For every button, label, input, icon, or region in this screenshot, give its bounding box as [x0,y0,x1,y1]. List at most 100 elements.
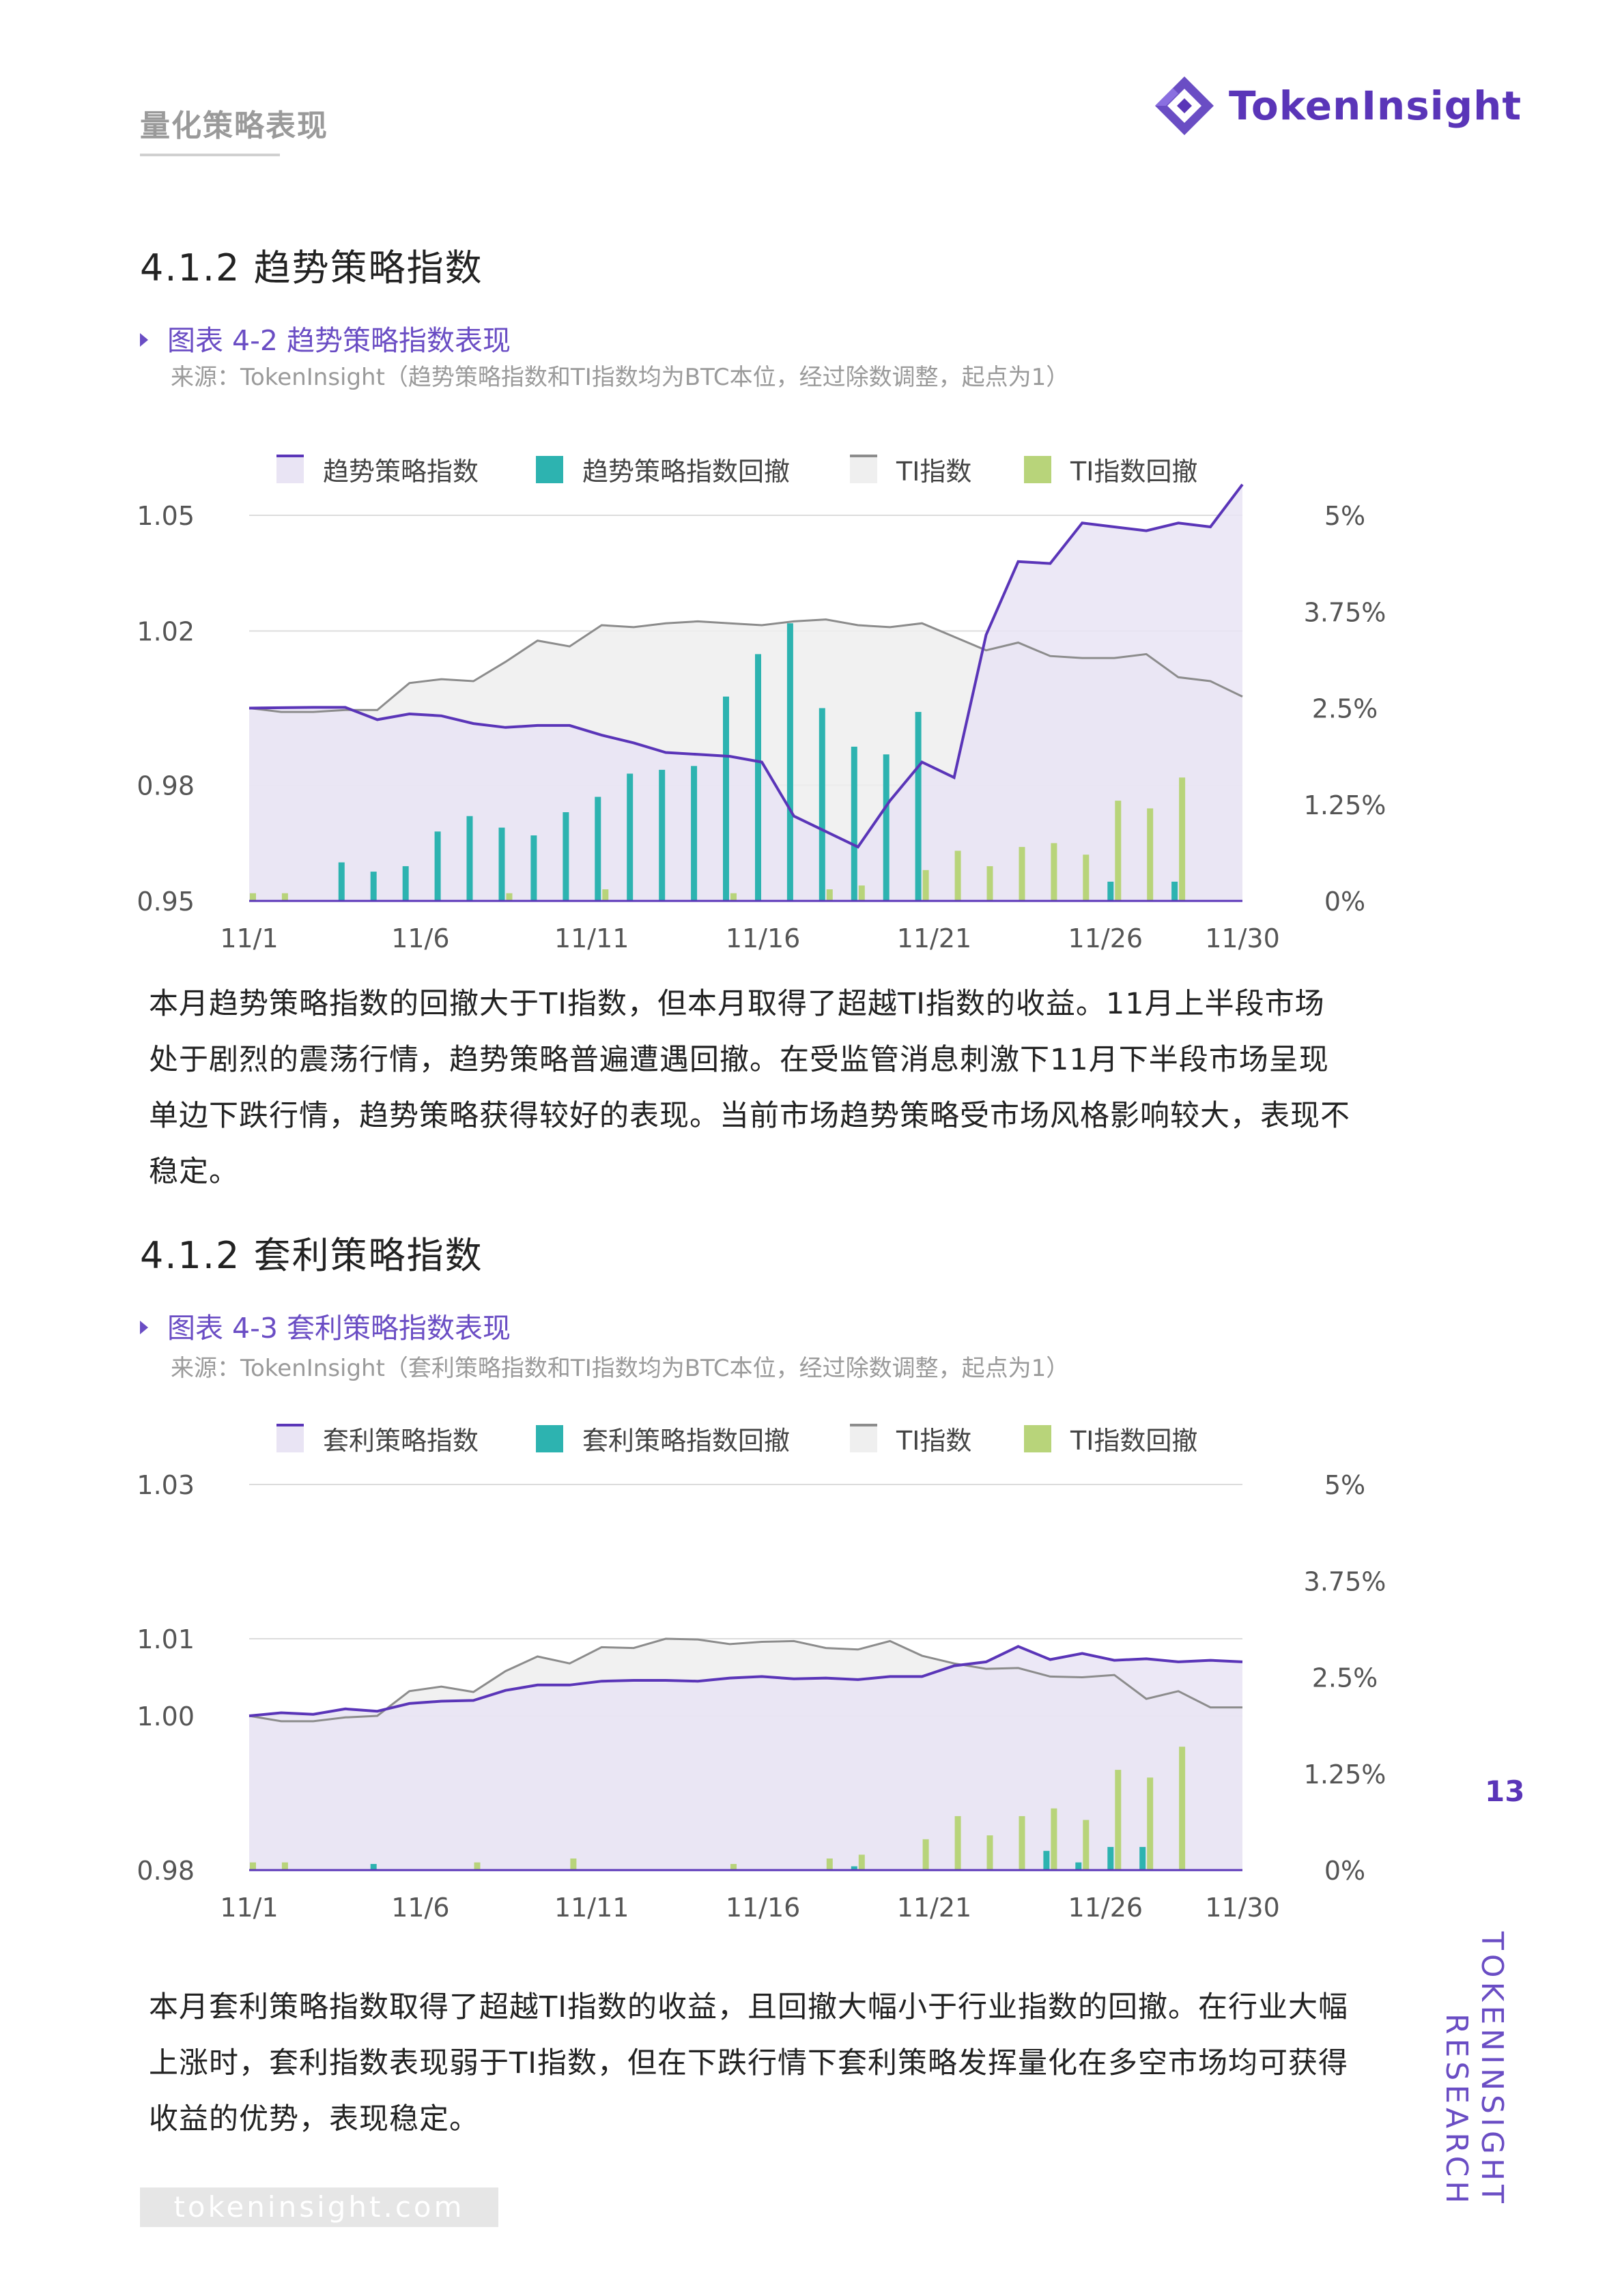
bar [786,623,793,901]
bar [1147,1777,1154,1870]
bar [1179,1747,1186,1870]
bar [338,862,345,901]
y-tick-label-left: 1.01 [137,1624,195,1654]
paragraph: 本月趋势策略指数的回撤大于TI指数，但本月取得了超越TI指数的收益。11月上半段… [149,987,1350,1189]
bar [281,893,288,901]
y-tick-label-left: 0.95 [137,887,195,917]
bar [858,885,865,901]
x-tick-label: 11/1 [220,923,278,953]
footer-url: tokeninsight.com [140,2187,498,2227]
bar [851,1866,857,1870]
bar [819,708,825,901]
legend-label: 趋势策略指数回撤 [582,457,790,487]
legend-swatch [1024,456,1051,483]
bar [1083,1820,1090,1870]
x-tick-label: 11/6 [391,923,449,953]
bar [1107,881,1114,902]
legend-swatch [536,1425,563,1452]
bar [281,1862,288,1870]
x-tick-label: 11/21 [897,923,972,953]
y-tick-label-right: 3.75% [1304,597,1386,627]
bar [1051,843,1057,902]
brand-name: TokenInsight [1229,83,1522,129]
series-line [248,1645,1243,1717]
bar [370,872,377,901]
bar [915,712,922,901]
legend-item: TI指数 [850,1424,971,1456]
x-tick-label: 11/1 [220,1893,278,1923]
y-tick-label-left: 1.03 [137,1470,195,1500]
x-tick-label: 11/11 [554,1893,629,1923]
bar [1107,1847,1114,1870]
x-tick-label: 11/30 [1205,1893,1280,1923]
bar [883,754,890,901]
legend-item: 套利策略指数 [276,1424,479,1456]
tokeninsight-logo-icon [1155,76,1214,135]
bar [1179,777,1186,901]
bar [730,1864,737,1870]
x-tick-label: 11/16 [726,923,801,953]
brand-logo: TokenInsight [1152,74,1522,138]
legend-swatch [536,456,563,483]
figure-title: 图表 4-2 趋势策略指数表现 [140,317,511,358]
arbitrage-strategy-chart: 套利策略指数 套利策略指数回撤 TI指数 TI指数回撤 1.03 1.01 1.00 0.98… [137,1424,1386,1923]
y-tick-label-left: 1.00 [137,1702,195,1732]
y-tick-label-left: 0.98 [137,1856,195,1886]
trend-strategy-chart: 趋势策略指数 趋势策略指数回撤 TI指数 TI指数回撤 1.05 1.02 0.98 0.95… [137,455,1386,953]
legend-label: 趋势策略指数 [323,457,479,487]
bar [570,1859,577,1870]
bar [1139,1847,1146,1870]
legend-label: TI指数回撤 [1070,1426,1197,1456]
y-tick-label-right: 1.25% [1304,1760,1386,1790]
series-line [248,1637,1242,1723]
bar [434,831,441,901]
y-tick-label-left: 0.98 [137,771,195,801]
bar [986,1835,993,1870]
x-tick-label: 11/26 [1068,1893,1143,1923]
figure-title: 图表 4-3 套利策略指数表现 [140,1305,511,1346]
bar [466,816,473,901]
side-brand-text: TOKENINSIGHT [1475,1932,1509,2207]
paragraph: 本月套利策略指数取得了超越TI指数的收益，且回撤大幅小于行业指数的回撤。在行业大… [149,1990,1348,2136]
legend-label: TI指数 [896,1426,971,1456]
y-tick-label-right: 0% [1324,1856,1365,1886]
bar [826,889,833,901]
y-tick-label-right: 5% [1324,501,1365,531]
figure-source: 来源：TokenInsight（套利策略指数和TI指数均为BTC本位，经过除数调… [171,1355,1070,1382]
bar [1051,1808,1057,1870]
bar [250,893,256,901]
x-tick-label: 11/21 [897,1893,972,1923]
y-tick-label-right: 1.25% [1304,790,1386,820]
bar [627,773,634,901]
bar [1075,1862,1082,1870]
x-tick-label: 11/26 [1068,923,1143,953]
bar [954,850,961,901]
legend-item: 趋势策略指数 [276,455,479,487]
legend-swatch [850,456,877,483]
bar [858,1854,865,1870]
bar [1043,1850,1050,1871]
bar [250,1862,256,1870]
series-area [249,484,1242,901]
figure-source: 来源：TokenInsight（趋势策略指数和TI指数均为BTC本位，经过除数调… [171,364,1070,391]
legend-label: TI指数 [896,457,971,487]
legend-swatch [1024,1425,1051,1452]
bar [1115,1770,1122,1870]
header-section-title: 量化策略表现 [140,109,328,143]
y-tick-label-right: 3.75% [1304,1566,1386,1596]
bar [1171,881,1178,902]
bar [659,769,666,901]
bar [563,812,569,901]
legend-swatch [850,1425,877,1452]
figure-title-text: 图表 4-3 套利策略指数表现 [167,1312,511,1345]
legend-label: 套利策略指数 [323,1426,479,1456]
bar [922,1839,929,1870]
y-tick-label-right: 2.5% [1312,1663,1378,1693]
section-title: 4.1.2 套利策略指数 [140,1234,483,1277]
bar [1083,855,1090,901]
bar [1019,846,1025,901]
header-rule [140,154,280,156]
legend-item: TI指数 [850,455,971,487]
y-tick-label-right: 2.5% [1312,694,1378,724]
legend-label: 套利策略指数回撤 [582,1426,790,1456]
